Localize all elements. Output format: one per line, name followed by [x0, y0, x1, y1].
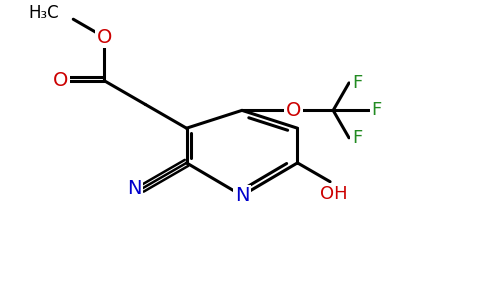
Text: O: O: [96, 28, 112, 46]
Text: H₃C: H₃C: [29, 4, 60, 22]
Text: O: O: [53, 71, 68, 90]
Text: F: F: [352, 129, 362, 147]
Text: N: N: [127, 179, 141, 198]
Text: O: O: [286, 101, 301, 120]
Text: OH: OH: [320, 184, 348, 202]
Text: N: N: [235, 186, 249, 205]
Text: F: F: [352, 74, 362, 92]
Text: F: F: [372, 101, 382, 119]
